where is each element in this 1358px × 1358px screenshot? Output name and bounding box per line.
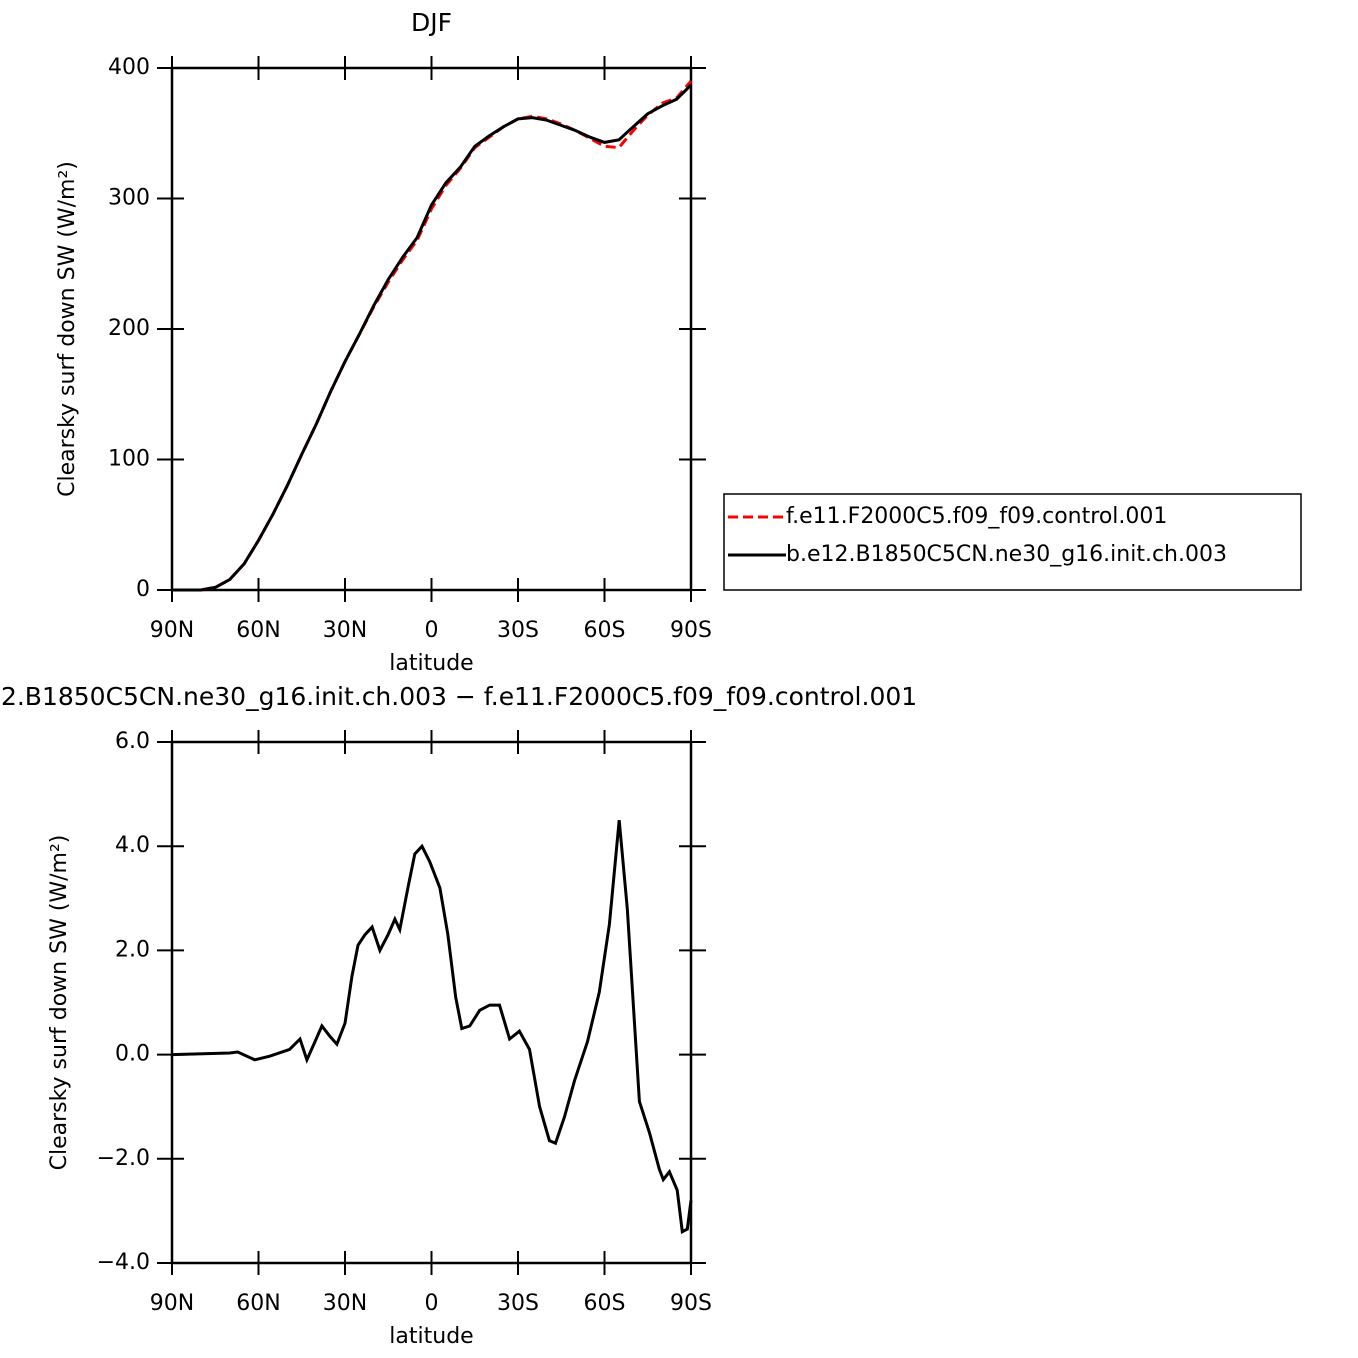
legend-label: f.e11.F2000C5.f09_f09.control.001 (786, 504, 1167, 529)
y-tick-label: 4.0 (115, 833, 150, 858)
x-tick-label: 60N (236, 618, 280, 643)
x-tick-label: 90N (150, 618, 194, 643)
x-tick-label: 90S (670, 1291, 712, 1316)
x-tick-label: 90N (150, 1291, 194, 1316)
x-tick-label: 60S (584, 618, 626, 643)
legend-label: b.e12.B1850C5CN.ne30_g16.init.ch.003 (786, 542, 1227, 567)
y-tick-label: 200 (108, 316, 150, 341)
x-axis-label: latitude (389, 1324, 473, 1349)
y-tick-label: −4.0 (97, 1250, 150, 1275)
x-tick-label: 60S (584, 1291, 626, 1316)
data-line (172, 80, 693, 592)
data-line (172, 83, 693, 592)
x-tick-label: 30S (497, 1291, 539, 1316)
x-tick-label: 30N (323, 1291, 367, 1316)
chart-title: DJF (411, 8, 452, 37)
y-axis-label: Clearsky surf down SW (W/m²) (55, 161, 80, 497)
x-tick-label: 0 (425, 1291, 439, 1316)
x-tick-label: 30N (323, 618, 367, 643)
y-tick-label: −2.0 (97, 1146, 150, 1171)
data-line (171, 820, 693, 1235)
y-tick-label: 2.0 (115, 937, 150, 962)
x-tick-label: 0 (425, 618, 439, 643)
chart-title: b.e12.B1850C5CN.ne30_g16.init.ch.003 − f… (0, 682, 917, 711)
x-tick-label: 30S (497, 618, 539, 643)
x-tick-label: 90S (670, 618, 712, 643)
x-axis-label: latitude (389, 651, 473, 676)
y-tick-label: 0 (136, 577, 150, 602)
y-tick-label: 100 (108, 447, 150, 472)
plot-frame (170, 740, 693, 1265)
y-tick-label: 300 (108, 186, 150, 211)
x-tick-label: 60N (236, 1291, 280, 1316)
y-tick-label: 0.0 (115, 1042, 150, 1067)
y-tick-label: 6.0 (115, 729, 150, 754)
y-axis-label: Clearsky surf down SW (W/m²) (47, 835, 72, 1171)
legend-box (723, 493, 1302, 591)
y-tick-label: 400 (108, 55, 150, 80)
